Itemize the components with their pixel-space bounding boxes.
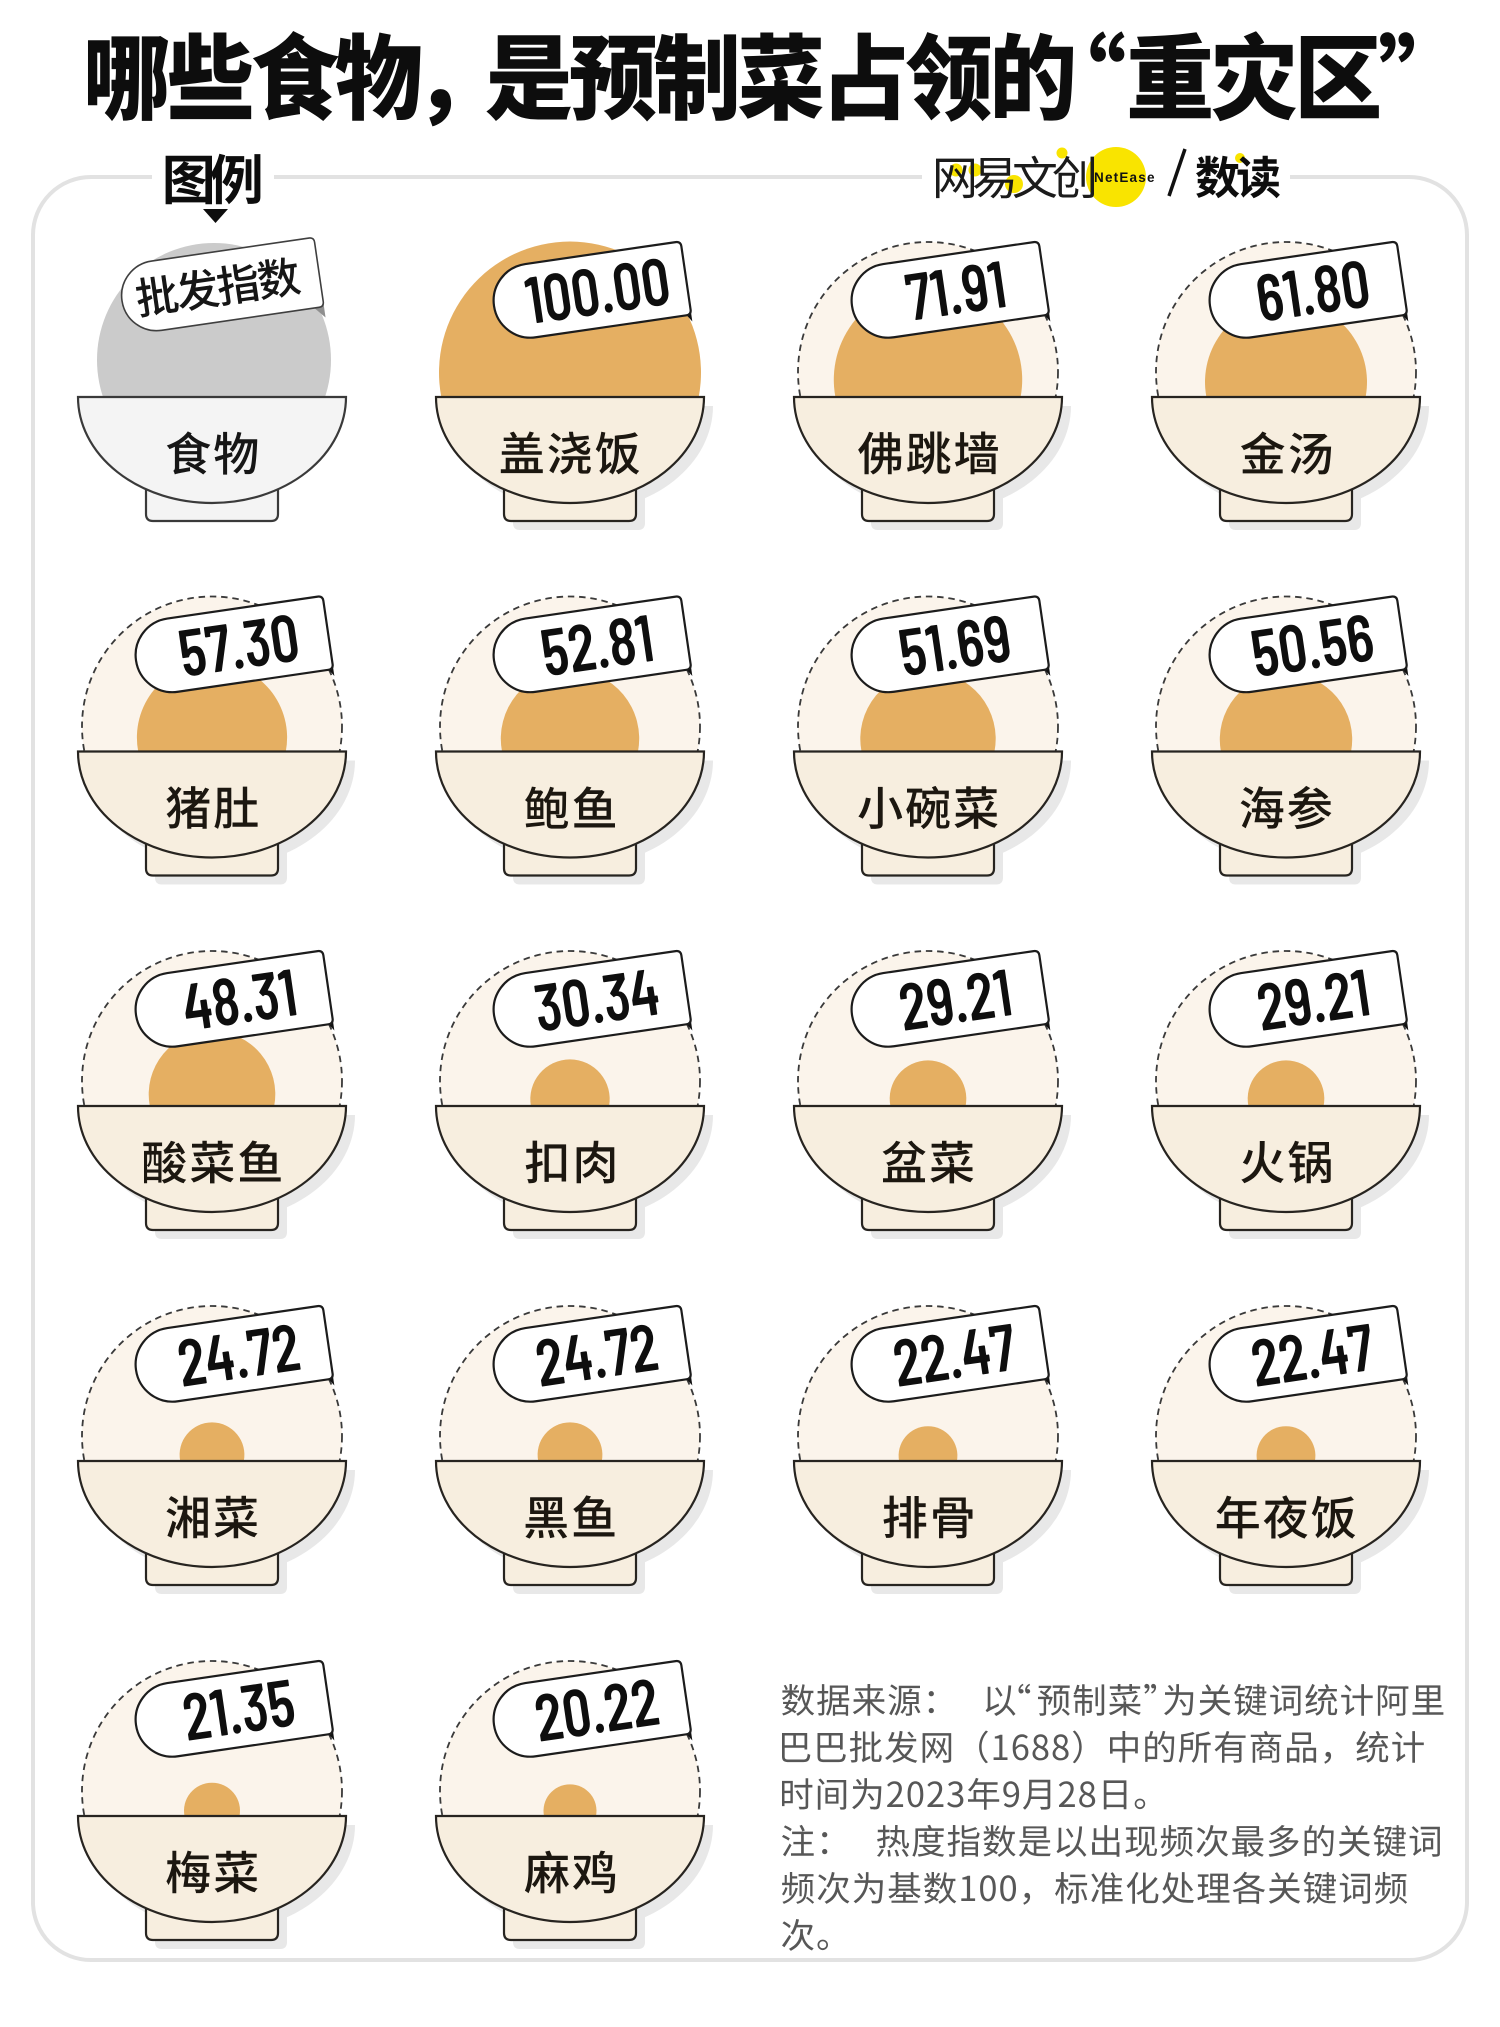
svg-text:NetEase: NetEase <box>1094 170 1156 185</box>
